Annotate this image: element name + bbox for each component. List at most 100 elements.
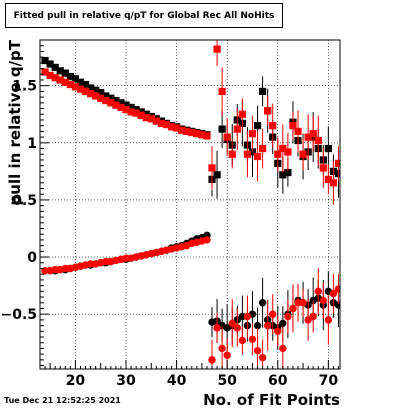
data-point-circle [274, 327, 282, 336]
data-point-circle [208, 356, 216, 364]
data-point-circle [223, 351, 231, 359]
data-point-square [162, 120, 171, 129]
data-point-square [102, 96, 110, 105]
x-tick-label: 60 [268, 373, 288, 389]
data-point-square [213, 45, 221, 53]
data-point-circle [243, 312, 252, 321]
data-point-circle [309, 312, 317, 321]
data-point-circle [238, 312, 247, 321]
data-point-square [66, 80, 74, 89]
data-point-square [334, 159, 340, 167]
data-point-square [208, 164, 216, 172]
data-point-square [97, 88, 105, 97]
data-point-square [152, 117, 160, 125]
x-tick-label: 70 [319, 373, 339, 389]
data-point-square [248, 148, 257, 156]
data-point-square [304, 133, 312, 141]
data-point-square [253, 152, 262, 161]
data-point-circle [258, 353, 267, 362]
data-point-square [188, 128, 196, 137]
data-point-square [127, 103, 135, 111]
data-point-square [41, 68, 49, 76]
data-point-circle [279, 319, 287, 328]
data-point-square [223, 133, 231, 141]
data-layer [41, 40, 340, 369]
data-point-square [213, 171, 221, 179]
data-point-circle [299, 299, 307, 307]
data-point-square [238, 110, 246, 118]
data-point-square [314, 136, 322, 145]
data-point-square [81, 87, 90, 96]
data-point-circle [319, 296, 328, 305]
data-point-square [279, 144, 287, 153]
data-point-square [264, 107, 272, 115]
data-point-square [294, 127, 302, 135]
data-point-square [97, 94, 105, 102]
data-point-square [334, 170, 340, 178]
data-point-square [258, 87, 267, 96]
data-point-circle [238, 336, 247, 345]
data-point-square [284, 168, 292, 177]
x-tick-label: 40 [167, 373, 187, 389]
data-point-square [218, 87, 226, 96]
data-point-circle [228, 319, 236, 328]
data-point-square [253, 122, 262, 130]
data-point-circle [269, 310, 277, 318]
data-point-square [233, 125, 241, 133]
data-point-circle [122, 254, 130, 262]
x-tick-label: 20 [66, 373, 86, 389]
data-point-square [92, 92, 100, 100]
chart-title-box: Fitted pull in relative q/pT for Global … [5, 3, 283, 28]
data-point-square [66, 72, 74, 81]
data-point-circle [279, 344, 287, 353]
data-point-square [218, 125, 226, 133]
data-point-square [102, 92, 110, 100]
data-point-square [274, 150, 282, 158]
data-point-square [167, 123, 176, 131]
data-point-circle [294, 299, 302, 307]
chart-title: Fitted pull in relative q/pT for Global … [13, 10, 275, 21]
data-point-square [46, 60, 54, 68]
data-point-square [41, 56, 49, 65]
data-point-circle [314, 287, 322, 296]
data-point-square [76, 85, 85, 93]
data-point-square [198, 131, 206, 139]
data-point-square [112, 101, 120, 109]
data-point-circle [324, 316, 333, 324]
data-point-square [86, 84, 95, 92]
data-point-circle [203, 236, 211, 244]
data-point-square [248, 130, 257, 138]
data-point-square [279, 171, 287, 179]
data-point-square [127, 108, 135, 116]
data-point-circle [334, 285, 340, 293]
data-point-square [46, 71, 54, 80]
data-point-square [61, 78, 69, 86]
data-point-square [81, 80, 90, 89]
x-tick-label: 30 [116, 373, 136, 389]
data-point-square [228, 150, 236, 158]
data-point-square [324, 175, 332, 183]
data-point-circle [284, 312, 292, 321]
data-point-square [56, 67, 64, 75]
data-point-circle [329, 289, 338, 298]
data-point-square [122, 106, 130, 114]
data-point-square [178, 126, 186, 134]
data-point-square [51, 74, 59, 82]
data-point-square [284, 148, 292, 156]
data-point-square [117, 99, 125, 107]
y-tick-label: 0.5 [12, 193, 37, 209]
data-point-circle [61, 264, 69, 273]
data-point-square [309, 130, 317, 138]
data-point-square [107, 94, 115, 102]
data-point-square [289, 122, 297, 130]
data-point-square [56, 76, 64, 84]
data-point-square [71, 83, 80, 91]
data-point-square [112, 96, 120, 105]
data-point-square [76, 78, 85, 86]
data-point-square [71, 75, 80, 83]
data-point-square [183, 127, 191, 135]
data-point-square [147, 115, 155, 123]
y-tick-label: 1.5 [12, 79, 37, 95]
data-point-circle [102, 257, 110, 266]
